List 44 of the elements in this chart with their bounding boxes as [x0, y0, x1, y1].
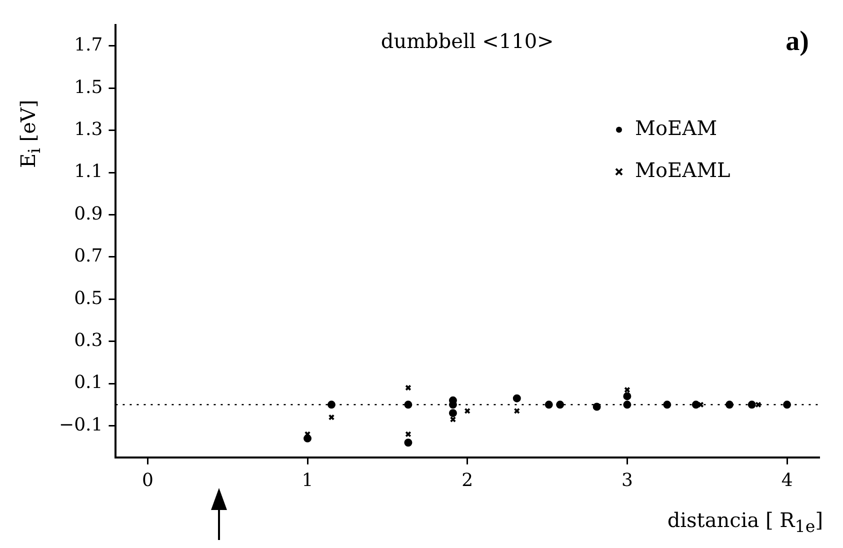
y-tick-label: 0.1	[74, 372, 103, 394]
y-tick-label: 1.7	[74, 34, 103, 56]
point	[464, 408, 470, 414]
point	[624, 386, 630, 393]
x-tick-label: 2	[462, 470, 474, 491]
point	[556, 400, 564, 409]
y-tick-label: 0.9	[74, 203, 103, 224]
x-tick-label: 0	[142, 470, 154, 491]
y-tick-label: 0.7	[74, 246, 103, 267]
legend-label: MoEAML	[635, 158, 730, 182]
x-tick-label: 1	[302, 470, 314, 491]
point	[623, 400, 632, 409]
x-tick-label: 3	[621, 470, 633, 491]
point	[623, 392, 632, 400]
point	[327, 400, 336, 409]
point	[405, 431, 412, 438]
point	[404, 400, 412, 409]
point	[755, 402, 762, 408]
point	[405, 384, 412, 391]
point	[748, 400, 756, 409]
x-tick-label: 4	[781, 470, 793, 491]
point	[448, 409, 457, 418]
y-tick-label: 1.1	[74, 161, 103, 182]
y-tick-label: 0.3	[74, 330, 103, 352]
legend-label: MoEAM	[635, 116, 718, 140]
y-tick-label: −0.1	[58, 414, 103, 436]
annotation: a)	[786, 26, 809, 58]
point	[328, 414, 335, 420]
x-axis-title: distancia [ R$_{1e}$]	[667, 508, 823, 536]
point	[725, 400, 734, 409]
y-tick-label: 1.3	[74, 118, 103, 140]
chart-title: dumbbell <110>	[380, 29, 554, 54]
point	[592, 402, 601, 411]
point	[304, 434, 312, 442]
point	[783, 400, 792, 409]
point	[514, 408, 520, 414]
y-tick-label: 1.5	[74, 76, 103, 98]
point	[404, 438, 412, 447]
point	[512, 394, 521, 402]
point	[663, 400, 672, 409]
point	[692, 400, 700, 409]
point	[450, 416, 456, 423]
y-tick-label: 0.5	[74, 288, 103, 309]
point	[544, 400, 553, 409]
